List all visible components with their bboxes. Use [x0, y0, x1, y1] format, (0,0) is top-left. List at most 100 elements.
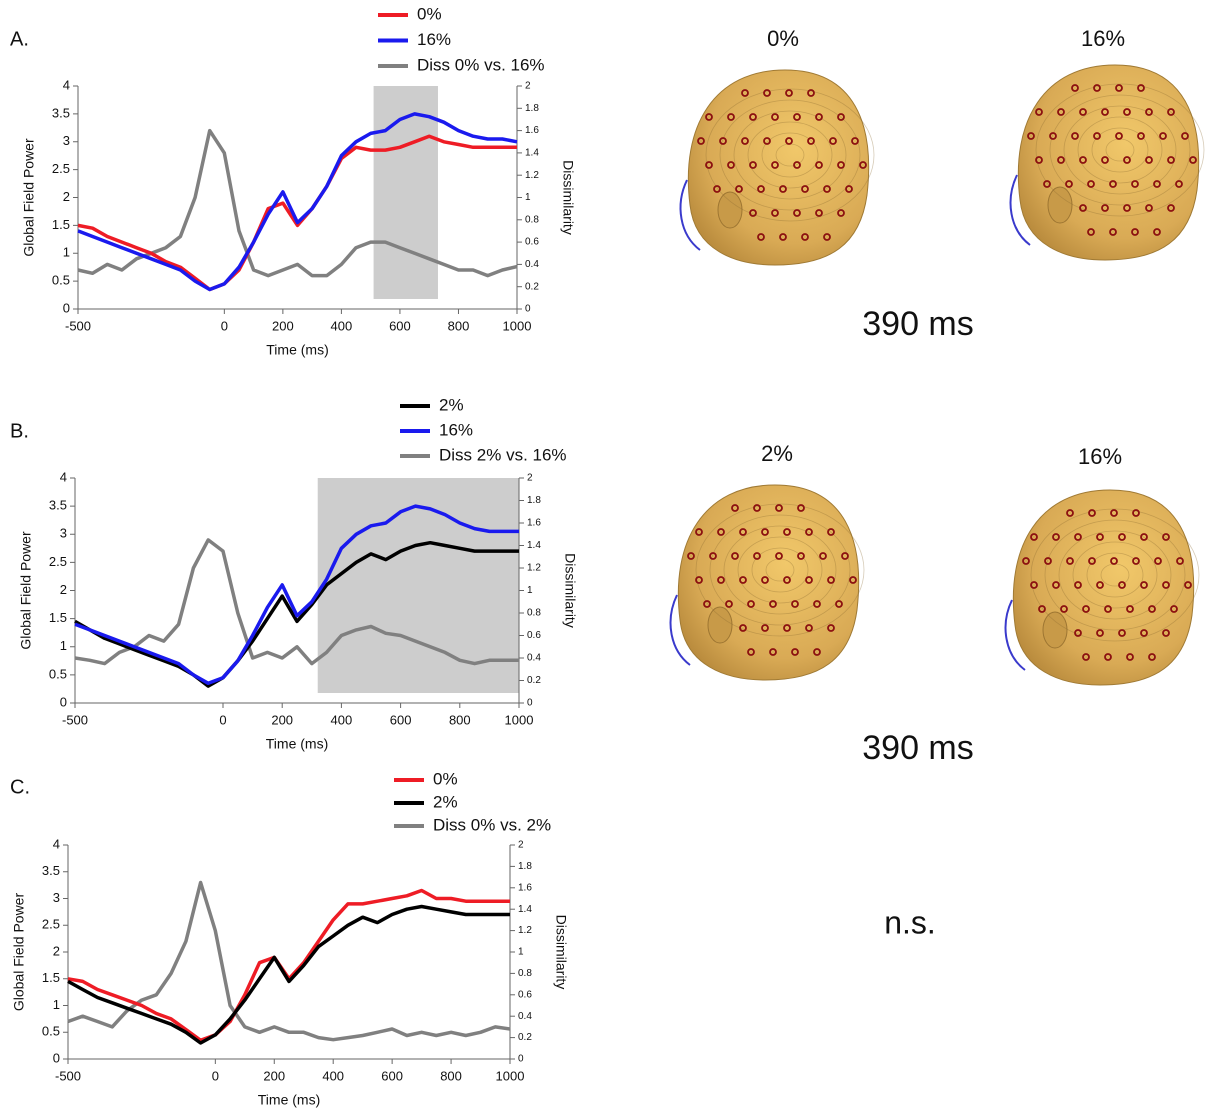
legend-label: Diss 0% vs. 16% — [417, 55, 545, 74]
electrode — [797, 552, 805, 560]
electrode — [705, 113, 713, 121]
y-tick-label: 3 — [63, 133, 70, 148]
y2-tick-label: 1.6 — [527, 518, 541, 529]
electrode — [1154, 557, 1162, 565]
electrode — [1079, 156, 1087, 164]
map-label: 16% — [1078, 444, 1122, 469]
x-tick-label: 600 — [389, 318, 411, 333]
contour-line — [1086, 552, 1144, 598]
x-tick-label: 200 — [271, 712, 293, 727]
electrode — [1115, 84, 1123, 92]
y2-axis-title: Dissimilarity — [553, 915, 569, 990]
electrode — [845, 185, 853, 193]
ear — [707, 606, 733, 644]
electrode — [1109, 228, 1117, 236]
electrode — [779, 185, 787, 193]
legend-label: 2% — [433, 792, 458, 811]
y2-tick-label: 1 — [518, 947, 524, 958]
contour-line — [723, 525, 837, 615]
x-tick-label: 400 — [331, 318, 353, 333]
map-time: 390 ms — [862, 729, 974, 767]
electrode — [695, 528, 703, 536]
y2-tick-label: 0.6 — [518, 989, 532, 1000]
electrode — [805, 624, 813, 632]
x-axis-title: Time (ms) — [258, 1092, 320, 1108]
electrode — [1162, 629, 1170, 637]
electrode — [1093, 84, 1101, 92]
head-map — [1009, 64, 1205, 261]
electrode — [705, 161, 713, 169]
electrode — [1060, 605, 1068, 613]
electrode — [813, 648, 821, 656]
electrode — [783, 528, 791, 536]
electrode — [719, 137, 727, 145]
electrode — [1043, 180, 1051, 188]
y2-tick-label: 0.4 — [518, 1011, 532, 1022]
electrode — [1140, 533, 1148, 541]
electrode — [827, 576, 835, 584]
y2-tick-label: 1.2 — [525, 170, 539, 181]
y2-tick-label: 0.2 — [518, 1032, 532, 1043]
y2-tick-label: 1.8 — [527, 495, 541, 506]
electrode — [1137, 84, 1145, 92]
y2-tick-label: 1.2 — [518, 925, 532, 936]
electrode — [1181, 132, 1189, 140]
electrode — [807, 137, 815, 145]
map-label: 16% — [1081, 26, 1125, 51]
y-tick-label: 1 — [60, 638, 67, 653]
x-tick-label: 1000 — [496, 1068, 525, 1083]
electrode — [753, 552, 761, 560]
y2-tick-label: 1.4 — [527, 540, 541, 551]
electrode — [739, 576, 747, 584]
electrode — [709, 552, 717, 560]
electrode — [1093, 132, 1101, 140]
series-line — [67, 880, 511, 1042]
ear — [1042, 611, 1068, 649]
electrode — [1027, 132, 1035, 140]
series-line — [67, 888, 510, 1043]
electrode — [1030, 533, 1038, 541]
electrode — [1123, 204, 1131, 212]
electrode — [695, 576, 703, 584]
electrode — [819, 552, 827, 560]
electrode — [801, 233, 809, 241]
electrode — [749, 161, 757, 169]
contour-line — [1072, 541, 1158, 609]
electrode — [1118, 533, 1126, 541]
y2-tick-label: 0.6 — [525, 237, 539, 248]
electrode — [1131, 228, 1139, 236]
electrode — [1110, 509, 1118, 517]
x-tick-label: 800 — [449, 712, 471, 727]
y-tick-label: 1 — [53, 997, 60, 1012]
electrode — [1110, 557, 1118, 565]
y2-tick-label: 1.4 — [525, 148, 539, 159]
electrode — [1118, 581, 1126, 589]
electrode — [1118, 629, 1126, 637]
series-line — [77, 128, 518, 278]
head-map — [1004, 489, 1200, 686]
electrode — [769, 600, 777, 608]
electrode — [837, 209, 845, 217]
electrode — [793, 113, 801, 121]
electrode — [1096, 533, 1104, 541]
electrode — [1145, 156, 1153, 164]
electrode — [1038, 605, 1046, 613]
contour-line — [695, 503, 865, 637]
electrode — [763, 137, 771, 145]
electrode — [851, 137, 859, 145]
electrode — [697, 137, 705, 145]
electrode — [1082, 653, 1090, 661]
legend-label: 16% — [417, 30, 451, 49]
series-line — [67, 904, 510, 1045]
electrode — [717, 528, 725, 536]
x-tick-label: 600 — [381, 1068, 403, 1083]
electrode — [1184, 581, 1192, 589]
electrode — [687, 552, 695, 560]
electrode — [741, 89, 749, 97]
y-tick-label: 4 — [60, 469, 67, 484]
x-tick-label: -500 — [62, 712, 88, 727]
electrode — [1049, 132, 1057, 140]
y2-tick-label: 0.8 — [525, 214, 539, 225]
electrode — [763, 89, 771, 97]
y2-tick-label: 1.8 — [525, 103, 539, 114]
